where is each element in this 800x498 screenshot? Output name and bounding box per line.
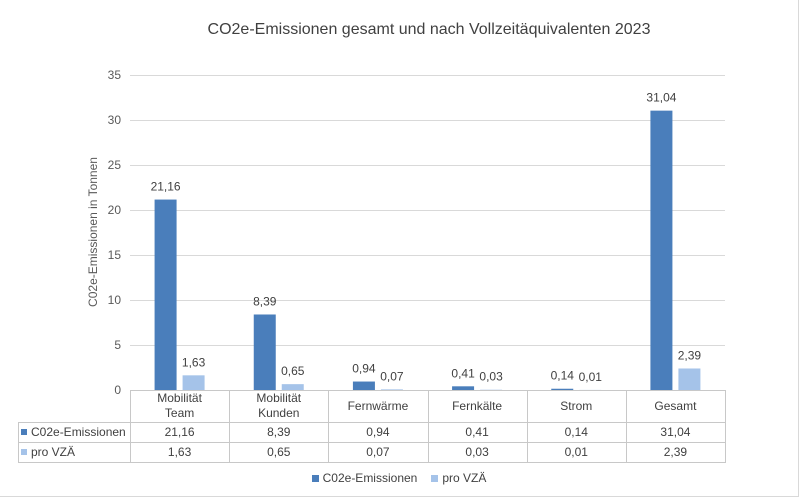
bar-pro-vzae-mobilitaet-kunden [281, 384, 304, 390]
y-axis-title: C02e-Emissionen in Tonnen [86, 157, 100, 307]
table-cell-c02e-emissionen-gesamt: 31,04 [660, 425, 690, 439]
bar-c02e-emissionen-fernkaelte [452, 386, 475, 390]
legend-key-pro-vzae [431, 474, 439, 482]
legend-item-pro-vzae: pro VZÄ [431, 471, 486, 485]
data-table: C02e-Emissionen 21,16 8,39 0,94 0,41 0,14 31,0… [18, 390, 726, 463]
table-cell-pro-vzae-gesamt: 2,39 [664, 445, 688, 459]
y-tick-label-35: 35 [108, 68, 122, 82]
bar-pro-vzae-mobilitaet-team [182, 375, 205, 390]
y-tick-label-30: 30 [108, 113, 122, 127]
table-key-pro-vzae [21, 449, 27, 455]
bar-c02e-emissionen-mobilitaet-kunden [253, 314, 276, 390]
table-key-c02e-emissionen [21, 429, 27, 435]
bars [154, 110, 701, 391]
data-label-pro-vzae-mobilitaet-kunden: 0,65 [281, 364, 305, 378]
bar-pro-vzae-fernwaerme [380, 389, 403, 390]
chart-title: CO2e-Emissionen gesamt und nach Vollzeit… [207, 21, 651, 38]
table-cell-pro-vzae-fernkaelte: 0,03 [465, 445, 489, 459]
y-axis-ticks: 0 5 10 15 20 25 30 35 [108, 68, 122, 397]
bar-c02e-emissionen-mobilitaet-team [154, 199, 177, 390]
data-label-c02e-emissionen-gesamt: 31,04 [646, 91, 676, 105]
y-tick-label-10: 10 [108, 293, 122, 307]
table-cell-c02e-emissionen-mobilitaet-team: 21,16 [165, 425, 195, 439]
data-label-pro-vzae-gesamt: 2,39 [678, 348, 702, 362]
table-cell-c02e-emissionen-mobilitaet-kunden: 8,39 [267, 425, 291, 439]
data-label-pro-vzae-fernkaelte: 0,03 [479, 370, 503, 384]
legend-item-c02e-emissionen: C02e-Emissionen [311, 471, 418, 485]
data-labels: 21,16 8,39 0,94 0,41 0,14 31,04 1,63 0,65 0,07 0,… [151, 91, 702, 384]
table-cell-c02e-emissionen-fernwaerme: 0,94 [366, 425, 390, 439]
table-cell-c02e-emissionen-fernkaelte: 0,41 [465, 425, 489, 439]
data-label-c02e-emissionen-fernwaerme: 0,94 [352, 362, 376, 376]
y-tick-label-15: 15 [108, 248, 122, 262]
table-cell-pro-vzae-mobilitaet-team: 1,63 [168, 445, 192, 459]
legend: C02e-Emissionen pro VZÄ [0, 470, 798, 486]
bar-c02e-emissionen-strom [551, 388, 574, 390]
table-cell-pro-vzae-strom: 0,01 [565, 445, 589, 459]
gridlines [130, 75, 725, 346]
data-label-c02e-emissionen-mobilitaet-team: 21,16 [151, 180, 181, 194]
data-label-c02e-emissionen-mobilitaet-kunden: 8,39 [253, 294, 277, 308]
bar-pro-vzae-gesamt [678, 368, 701, 390]
bar-c02e-emissionen-gesamt [650, 110, 673, 390]
legend-label-pro-vzae: pro VZÄ [442, 471, 487, 485]
table-row-header-c02e-emissionen: C02e-Emissionen [31, 425, 126, 439]
table-cell-c02e-emissionen-strom: 0,14 [565, 425, 589, 439]
legend-label-c02e-emissionen: C02e-Emissionen [322, 471, 418, 485]
y-tick-label-0: 0 [114, 383, 121, 397]
y-tick-label-25: 25 [108, 158, 122, 172]
legend-key-c02e-emissionen [311, 474, 319, 482]
data-label-pro-vzae-mobilitaet-team: 1,63 [182, 355, 206, 369]
data-label-c02e-emissionen-strom: 0,14 [551, 369, 575, 383]
data-label-pro-vzae-fernwaerme: 0,07 [380, 369, 404, 383]
table-cell-pro-vzae-mobilitaet-kunden: 0,65 [267, 445, 291, 459]
bar-pro-vzae-fernkaelte [480, 389, 503, 391]
table-cell-pro-vzae-fernwaerme: 0,07 [366, 445, 390, 459]
y-tick-label-5: 5 [114, 338, 121, 352]
data-label-c02e-emissionen-fernkaelte: 0,41 [451, 366, 475, 380]
bar-c02e-emissionen-fernwaerme [352, 381, 375, 390]
y-tick-label-20: 20 [108, 203, 122, 217]
data-label-pro-vzae-strom: 0,01 [579, 370, 603, 384]
table-row-header-pro-vzae: pro VZÄ [31, 445, 75, 459]
